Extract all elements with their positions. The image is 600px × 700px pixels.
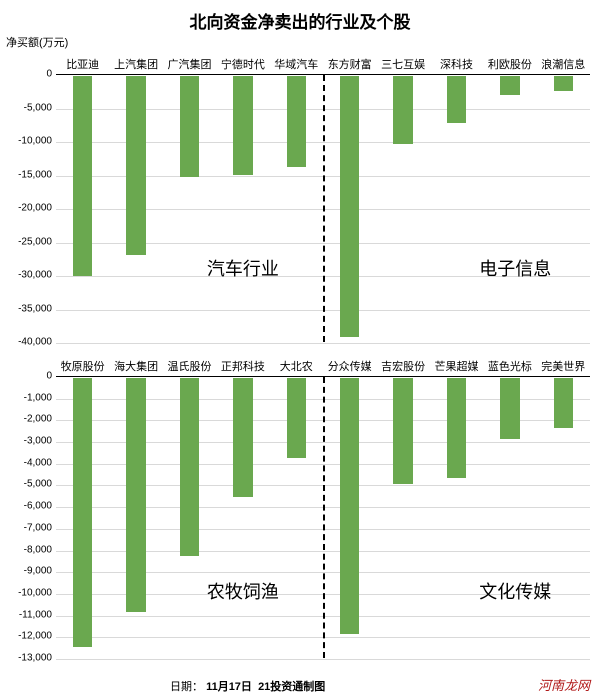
x-label: 芒果超媒 bbox=[435, 358, 479, 374]
x-label: 牧原股份 bbox=[61, 358, 105, 374]
panel-top: 比亚迪上汽集团广汽集团宁德时代华域汽车东方财富三七互娱深科技利欧股份浪潮信息汽车… bbox=[0, 52, 600, 348]
bar bbox=[500, 378, 519, 439]
bar bbox=[393, 76, 412, 144]
sector-label: 农牧饲渔 bbox=[207, 578, 279, 604]
footer-credit: 日期： 11月17日 21投资通制图 bbox=[170, 678, 325, 694]
x-label: 利欧股份 bbox=[488, 56, 532, 72]
y-tick: -8,000 bbox=[24, 544, 52, 555]
footer-credit-text: 21投资通制图 bbox=[258, 681, 325, 693]
bar bbox=[340, 76, 359, 337]
bar bbox=[393, 378, 412, 484]
bar bbox=[447, 378, 466, 478]
x-label: 华域汽车 bbox=[274, 56, 318, 72]
y-tick: -12,000 bbox=[18, 631, 52, 642]
bar bbox=[73, 378, 92, 647]
x-label: 海大集团 bbox=[114, 358, 158, 374]
x-label: 东方财富 bbox=[328, 56, 372, 72]
gridline bbox=[56, 659, 590, 660]
y-tick: -30,000 bbox=[18, 270, 52, 281]
y-tick: -5,000 bbox=[24, 479, 52, 490]
gridline bbox=[56, 343, 590, 344]
y-tick: -25,000 bbox=[18, 236, 52, 247]
x-label: 大北农 bbox=[280, 358, 313, 374]
y-tick: -35,000 bbox=[18, 303, 52, 314]
x-label: 上汽集团 bbox=[114, 56, 158, 72]
bar bbox=[500, 76, 519, 95]
y-tick: -7,000 bbox=[24, 522, 52, 533]
panel-bottom: 牧原股份海大集团温氏股份正邦科技大北农分众传媒吉宏股份芒果超媒蓝色光标完美世界农… bbox=[0, 354, 600, 664]
sector-label: 文化传媒 bbox=[479, 578, 551, 604]
bar bbox=[233, 76, 252, 175]
y-tick: 0 bbox=[46, 69, 52, 80]
footer-date-label: 日期： bbox=[170, 681, 203, 693]
y-tick: -10,000 bbox=[18, 136, 52, 147]
x-label: 广汽集团 bbox=[168, 56, 212, 72]
watermark-right: 河南龙网 bbox=[538, 675, 590, 694]
y-tick: -40,000 bbox=[18, 337, 52, 348]
x-label: 深科技 bbox=[440, 56, 473, 72]
bar bbox=[233, 378, 252, 497]
bar bbox=[554, 76, 573, 91]
y-tick: 0 bbox=[46, 371, 52, 382]
y-tick: -4,000 bbox=[24, 457, 52, 468]
y-tick: -9,000 bbox=[24, 566, 52, 577]
bar bbox=[554, 378, 573, 428]
footer-date-value: 11月17日 bbox=[206, 681, 252, 693]
x-label: 正邦科技 bbox=[221, 358, 265, 374]
x-label: 完美世界 bbox=[541, 358, 585, 374]
x-label: 吉宏股份 bbox=[381, 358, 425, 374]
x-label: 分众传媒 bbox=[328, 358, 372, 374]
x-label: 浪潮信息 bbox=[541, 56, 585, 72]
bar bbox=[126, 378, 145, 612]
y-tick: -15,000 bbox=[18, 169, 52, 180]
x-label: 蓝色光标 bbox=[488, 358, 532, 374]
y-tick: -5,000 bbox=[24, 102, 52, 113]
y-tick: -10,000 bbox=[18, 587, 52, 598]
bar bbox=[73, 76, 92, 276]
y-tick: -11,000 bbox=[19, 609, 52, 620]
sector-divider bbox=[323, 377, 325, 658]
sector-label: 汽车行业 bbox=[207, 255, 279, 281]
y-tick: -20,000 bbox=[18, 203, 52, 214]
bar bbox=[180, 76, 199, 177]
sector-divider bbox=[323, 75, 325, 342]
sector-label: 电子信息 bbox=[479, 255, 551, 281]
y-tick: -13,000 bbox=[18, 653, 52, 664]
bar bbox=[180, 378, 199, 556]
bar bbox=[340, 378, 359, 634]
bar bbox=[287, 378, 306, 458]
x-label: 温氏股份 bbox=[168, 358, 212, 374]
x-label: 比亚迪 bbox=[66, 56, 99, 72]
y-tick: -3,000 bbox=[24, 436, 52, 447]
y-tick: -1,000 bbox=[24, 392, 52, 403]
x-label: 宁德时代 bbox=[221, 56, 265, 72]
y-tick: -6,000 bbox=[24, 501, 52, 512]
chart-title: 北向资金净卖出的行业及个股 bbox=[0, 0, 600, 33]
x-label: 三七互娱 bbox=[381, 56, 425, 72]
bar bbox=[287, 76, 306, 167]
y-tick: -2,000 bbox=[24, 414, 52, 425]
bar bbox=[447, 76, 466, 123]
bar bbox=[126, 76, 145, 255]
y-axis-label: 净买额(万元) bbox=[6, 34, 68, 50]
